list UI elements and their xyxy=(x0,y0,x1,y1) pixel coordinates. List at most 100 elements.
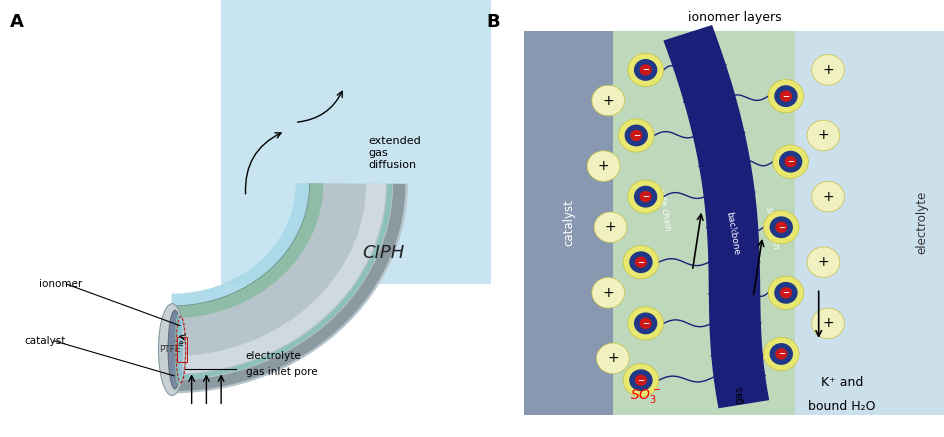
Text: +: + xyxy=(821,63,833,77)
Circle shape xyxy=(811,55,844,85)
Polygon shape xyxy=(663,25,768,408)
Circle shape xyxy=(594,212,626,243)
Circle shape xyxy=(768,216,792,238)
Circle shape xyxy=(622,364,658,397)
Circle shape xyxy=(627,53,663,87)
Circle shape xyxy=(630,130,642,141)
Text: +: + xyxy=(606,351,618,365)
Text: +: + xyxy=(597,159,609,173)
Circle shape xyxy=(639,64,651,76)
Circle shape xyxy=(622,246,658,279)
Text: catalyst: catalyst xyxy=(25,336,66,346)
Text: −: − xyxy=(641,192,649,201)
Text: $SO_3^-$: $SO_3^-$ xyxy=(629,387,661,405)
Circle shape xyxy=(772,145,807,178)
Text: +: + xyxy=(601,286,614,300)
Text: −: − xyxy=(777,223,784,232)
Text: −: − xyxy=(641,66,649,74)
Bar xyxy=(523,31,613,415)
Text: catalyst: catalyst xyxy=(562,199,574,246)
Ellipse shape xyxy=(159,304,185,395)
Text: backbone: backbone xyxy=(724,211,740,256)
Text: PTFE: PTFE xyxy=(159,345,180,354)
Text: −: − xyxy=(786,157,793,166)
Text: extended
gas
diffusion: extended gas diffusion xyxy=(368,135,421,170)
Text: ionomer: ionomer xyxy=(40,279,82,289)
Ellipse shape xyxy=(175,314,182,385)
Circle shape xyxy=(773,85,797,107)
Bar xyxy=(221,0,491,284)
Text: −: − xyxy=(782,288,788,297)
Circle shape xyxy=(586,151,619,181)
Circle shape xyxy=(768,343,792,365)
Circle shape xyxy=(591,277,624,308)
Circle shape xyxy=(811,181,844,212)
Text: bound H₂O: bound H₂O xyxy=(807,400,875,413)
Text: −: − xyxy=(641,319,649,328)
Bar xyxy=(608,31,851,415)
Text: gas inlet pore: gas inlet pore xyxy=(245,367,317,377)
Circle shape xyxy=(629,251,652,273)
Circle shape xyxy=(633,312,657,334)
Text: side chain: side chain xyxy=(655,188,672,232)
Text: +: + xyxy=(604,220,615,234)
Text: −: − xyxy=(632,131,639,140)
Circle shape xyxy=(633,59,657,81)
Circle shape xyxy=(596,343,629,374)
Text: −: − xyxy=(637,376,644,385)
Text: CIPH: CIPH xyxy=(362,244,404,263)
Circle shape xyxy=(634,257,647,268)
Text: electrolyte: electrolyte xyxy=(914,191,927,254)
Circle shape xyxy=(763,211,799,244)
Circle shape xyxy=(767,276,803,309)
Circle shape xyxy=(627,180,663,213)
Circle shape xyxy=(773,282,797,304)
Text: −: − xyxy=(782,92,788,101)
Text: A: A xyxy=(9,13,24,31)
Text: e⁻: e⁻ xyxy=(178,339,187,347)
Circle shape xyxy=(634,375,647,386)
Circle shape xyxy=(763,337,799,371)
Ellipse shape xyxy=(177,316,182,384)
Circle shape xyxy=(779,287,791,298)
Circle shape xyxy=(811,308,844,339)
Circle shape xyxy=(629,369,652,391)
Text: K⁺ and: K⁺ and xyxy=(820,376,863,389)
Bar xyxy=(177,337,187,362)
Circle shape xyxy=(779,90,791,102)
Circle shape xyxy=(806,247,839,277)
Circle shape xyxy=(633,186,657,208)
Circle shape xyxy=(774,348,786,360)
Text: electrolyte: electrolyte xyxy=(245,350,301,361)
Circle shape xyxy=(639,318,651,329)
Polygon shape xyxy=(172,184,405,391)
Polygon shape xyxy=(172,183,323,318)
Circle shape xyxy=(624,125,648,146)
Text: ionomer layers: ionomer layers xyxy=(687,11,781,24)
Polygon shape xyxy=(172,183,310,306)
Bar xyxy=(795,31,944,415)
Circle shape xyxy=(591,85,624,116)
Circle shape xyxy=(778,151,801,173)
Text: −: − xyxy=(777,350,784,358)
Circle shape xyxy=(767,80,803,113)
Text: +: + xyxy=(821,190,833,204)
Text: +: + xyxy=(817,255,828,269)
Text: −: − xyxy=(637,258,644,267)
Circle shape xyxy=(784,156,796,167)
Circle shape xyxy=(617,119,653,152)
Text: +: + xyxy=(601,94,614,108)
Text: B: B xyxy=(486,13,499,31)
Circle shape xyxy=(806,120,839,151)
Text: side chain: side chain xyxy=(763,205,779,249)
Text: gas: gas xyxy=(733,386,743,404)
Text: +: + xyxy=(821,316,833,330)
Polygon shape xyxy=(172,183,408,393)
Circle shape xyxy=(639,191,651,202)
Ellipse shape xyxy=(168,310,181,389)
Polygon shape xyxy=(172,184,392,379)
Polygon shape xyxy=(172,184,385,374)
Circle shape xyxy=(774,222,786,233)
Circle shape xyxy=(627,307,663,340)
Text: +: + xyxy=(817,128,828,142)
